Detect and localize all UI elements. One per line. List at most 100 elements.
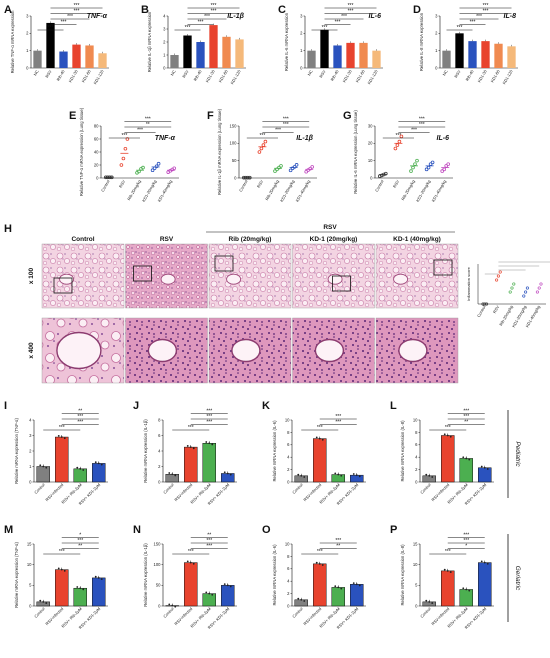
significance-label: *** [198,20,204,26]
panel-title: IL-6 [369,13,382,20]
bar [73,587,87,607]
data-point [259,146,264,151]
data-point [63,569,66,572]
data-point [125,137,130,141]
panel-letter: K [262,400,270,412]
data-point [211,443,214,446]
data-point [486,468,489,470]
significance-label: ** [146,122,150,128]
data-point [82,588,85,591]
data-point [443,433,446,436]
y-tick-label: 2 [158,464,161,469]
micrograph-x100 [375,243,459,309]
data-point [535,290,539,294]
data-point [303,600,306,602]
y-tick-label: 15 [413,541,418,546]
x-tick-label: Control [291,482,304,495]
panel-title: TNF-α [155,135,176,142]
side-label: Geriatric [514,566,521,591]
data-point [208,442,211,445]
x-tick-label: Control [476,304,487,318]
data-point [446,162,451,166]
panel-letter: P [390,524,397,536]
x-tick-label: KD1-120 [366,68,379,85]
y-tick-label: 5 [29,583,32,588]
bar [209,25,218,69]
data-point [481,302,485,306]
y-axis-label: Relative mRNA expression (IL-8) [400,544,405,606]
x-tick-label: Control [162,482,175,495]
data-point [76,586,79,588]
data-point [440,169,445,173]
bar [459,589,473,607]
y-tick-label: 0 [163,65,166,70]
data-point [79,587,82,590]
significance-label: *** [317,549,323,555]
data-point [186,445,189,447]
data-point [223,471,226,474]
y-tick-label: 150 [154,541,162,546]
panel-letter: I [4,400,7,412]
data-point [480,465,483,468]
x-tick-label: KD1-20mg/kg [279,179,296,203]
data-point [273,169,277,173]
data-point [393,146,398,151]
bar [359,42,368,68]
significance-label: *** [445,549,451,555]
zoom-box [53,277,73,294]
panel-letter: L [390,400,397,412]
y-axis-label: Relative IL-8 mRNA expression [419,12,424,71]
y-tick-label: 2 [300,31,303,36]
significance-label: *** [137,128,143,134]
y-tick-label: 0 [96,175,99,180]
bronchiole [160,273,176,285]
y-tick-label: 50 [156,583,161,588]
data-point [430,160,435,165]
x-tick-label: Control [419,482,432,495]
y-tick-label: 10 [285,417,290,422]
bar [46,22,55,68]
y-tick-label: 8 [287,554,290,559]
x-tick-label: RSV [181,69,190,79]
data-point [358,584,361,587]
data-point [150,168,155,173]
bar [320,29,329,68]
data-point [468,458,471,461]
data-point [97,462,100,465]
data-point [100,578,103,580]
data-point [208,592,211,595]
bar [55,436,69,483]
y-tick-label: 0 [158,603,161,608]
y-tick-label: 150 [230,123,238,128]
bar [313,438,327,483]
significance-label: *** [77,420,83,426]
significance-label: *** [395,133,401,139]
significance-label: *** [74,9,80,15]
data-point [446,434,449,437]
bar [165,474,179,483]
data-point [483,466,486,469]
data-point [449,435,452,438]
panel-letter: D [413,4,421,16]
significance-label: *** [463,538,469,544]
bronchiole [226,273,242,285]
panel-e: E 0 20 40 60 80 Control RSV Rib-20mg/kg KD1-20mg/… [69,107,179,203]
data-point [413,162,417,166]
y-tick-label: 80 [94,123,99,128]
panel-g: G 0 10 20 30 Control RSV Rib-20mg/kg KD1-20mg/kg… [343,110,453,203]
data-point [263,139,268,144]
data-point [174,605,177,608]
bar [455,33,464,68]
y-tick-label: 4 [163,13,166,18]
x-tick-label: KD1-60 [81,68,92,83]
data-point [462,456,465,459]
data-point [395,143,400,147]
significance-label: *** [59,425,65,431]
y-tick-label: 3 [435,13,438,18]
data-point [304,169,309,174]
data-point [156,161,161,166]
data-point [292,165,297,169]
significance-label: *** [483,3,489,9]
side-label: Pediatric [514,441,521,467]
data-point [60,568,63,571]
